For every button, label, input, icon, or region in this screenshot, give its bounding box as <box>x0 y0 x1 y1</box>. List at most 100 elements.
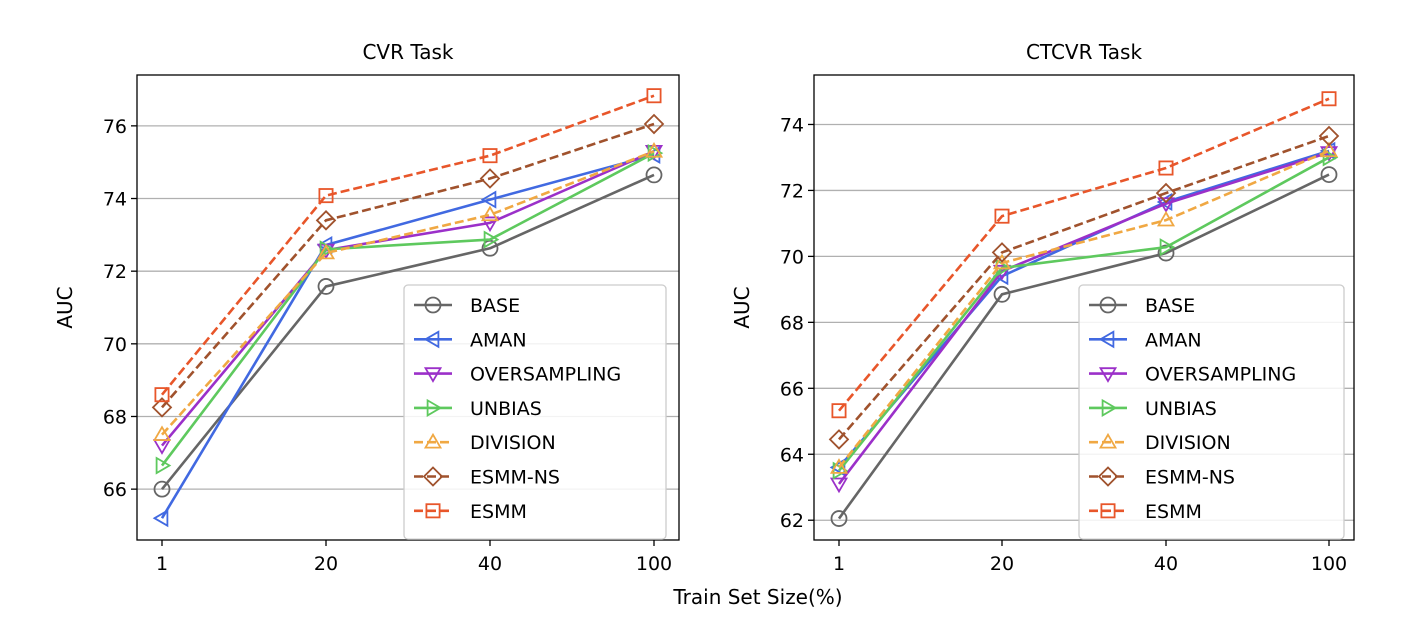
ctcvr-legend-label-esmm-ns: ESMM-NS <box>1145 467 1235 489</box>
cvr-point-division-100 <box>644 141 664 158</box>
cvr-point-aman-1 <box>152 509 169 528</box>
cvr-y-tick-label-76: 76 <box>103 116 127 138</box>
ctcvr-legend-label-unbias: UNBIAS <box>1145 398 1217 420</box>
cvr-legend-marker-oversampling <box>423 367 443 383</box>
cvr-legend-label-aman: AMAN <box>470 329 527 351</box>
cvr-point-base-100 <box>645 166 663 184</box>
cvr-legend: BASE AMAN OVERSAMPLING UNBIAS DIVISION ESMM-N… <box>403 284 667 540</box>
cvr-point-base-1 <box>153 480 171 498</box>
cvr-point-oversampling-40 <box>480 216 500 233</box>
cvr-series-line-aman <box>160 153 655 519</box>
cvr-y-tick-label-74: 74 <box>103 189 127 211</box>
cvr-x-tick-label-40: 40 <box>478 553 502 575</box>
cvr-legend-box <box>403 284 667 540</box>
cvr-point-esmm-1 <box>154 387 170 403</box>
ctcvr-y-tick-label-70: 70 <box>780 246 804 268</box>
ctcvr-point-base-20 <box>993 285 1011 303</box>
ctcvr-point-esmm-100 <box>1321 91 1337 107</box>
cvr-series-line-base <box>160 173 655 490</box>
ctcvr-legend-marker-oversampling <box>1098 367 1118 383</box>
ctcvr-point-division-100 <box>1319 141 1339 158</box>
cvr-point-aman-40 <box>480 190 497 209</box>
ctcvr-point-esmm-ns-20 <box>991 242 1013 263</box>
ctcvr-series-line-esmm <box>838 97 1330 412</box>
ctcvr-point-base-1 <box>830 510 848 527</box>
ctcvr-chart: 62 64 66 68 70 72 74 1 20 40 100 CTCVR Task AUC BASE A… <box>730 40 1355 575</box>
cvr-y-tick-label-72: 72 <box>103 261 127 283</box>
ctcvr-legend-label-division: DIVISION <box>1145 432 1231 454</box>
cvr-legend-label-oversampling: OVERSAMPLING <box>470 364 621 386</box>
cvr-legend-label-esmm-ns: ESMM-NS <box>470 467 560 489</box>
cvr-legend-marker-esmm <box>425 503 441 519</box>
ctcvr-point-base-100 <box>1320 166 1338 183</box>
ctcvr-legend-marker-esmm <box>1100 503 1116 519</box>
ctcvr-point-division-1 <box>829 458 849 474</box>
ctcvr-point-oversampling-40 <box>1156 197 1176 213</box>
ctcvr-y-axis-label: AUC <box>730 286 754 328</box>
cvr-point-oversampling-1 <box>152 439 172 455</box>
cvr-chart: 66 68 70 72 74 76 1 20 40 100 CVR Task AUC BASE AMAN O… <box>53 40 680 575</box>
cvr-point-division-20 <box>316 243 336 260</box>
cvr-y-tick-label-68: 68 <box>103 406 127 428</box>
cvr-x-tick-label-20: 20 <box>314 553 338 575</box>
cvr-point-esmm-ns-1 <box>151 397 173 418</box>
cvr-series-line-unbias <box>160 151 655 467</box>
cvr-legend-label-division: DIVISION <box>470 432 556 454</box>
ctcvr-legend-marker-unbias <box>1101 398 1118 417</box>
cvr-series-line-division <box>161 150 655 436</box>
ctcvr-legend-label-aman: AMAN <box>1145 329 1202 351</box>
cvr-point-esmm-ns-20 <box>315 210 337 231</box>
ctcvr-point-base-40 <box>1157 244 1175 262</box>
ctcvr-series-line-unbias <box>837 156 1330 472</box>
ctcvr-point-esmm-1 <box>831 403 847 419</box>
cvr-series-line-oversampling <box>161 150 655 447</box>
cvr-legend-label-esmm: ESMM <box>470 501 527 523</box>
ctcvr-point-esmm-ns-100 <box>1318 125 1340 147</box>
cvr-point-unbias-1 <box>155 456 172 475</box>
ctcvr-x-tick-label-100: 100 <box>1311 553 1347 575</box>
cvr-series-line-esmm-ns <box>161 122 655 409</box>
cvr-point-esmm-40 <box>482 148 498 164</box>
ctcvr-y-tick-label-68: 68 <box>780 312 804 334</box>
cvr-chart-title: CVR Task <box>362 40 453 64</box>
ctcvr-legend: BASE AMAN OVERSAMPLING UNBIAS DIVISION ESMM-N… <box>1078 284 1345 540</box>
ctcvr-axes-frame <box>813 74 1355 541</box>
cvr-axes-frame <box>136 74 680 541</box>
ctcvr-series-line-oversampling <box>837 151 1330 485</box>
ctcvr-x-tick-label-1: 1 <box>833 553 845 575</box>
cvr-legend-label-unbias: UNBIAS <box>470 398 542 420</box>
ctcvr-chart-title: CTCVR Task <box>1026 40 1142 64</box>
ctcvr-y-tick-label-72: 72 <box>780 180 804 202</box>
cvr-legend-marker-base <box>424 296 442 314</box>
ctcvr-x-tick-label-20: 20 <box>990 553 1014 575</box>
ctcvr-legend-marker-esmm-ns <box>1097 466 1119 487</box>
cvr-series-line-esmm <box>160 94 655 396</box>
ctcvr-point-division-20 <box>992 253 1012 270</box>
cvr-legend-marker-esmm-ns <box>422 466 444 487</box>
cvr-point-esmm-20 <box>318 188 334 204</box>
ctcvr-point-esmm-40 <box>1158 160 1174 176</box>
ctcvr-legend-marker-aman <box>1098 330 1115 349</box>
ctcvr-series-line-division <box>837 149 1330 469</box>
ctcvr-point-division-40 <box>1156 210 1176 227</box>
ctcvr-series-line-aman <box>838 149 1330 469</box>
cvr-point-esmm-100 <box>646 88 662 104</box>
ctcvr-legend-marker-base <box>1099 296 1117 314</box>
cvr-y-tick-label-66: 66 <box>103 479 127 501</box>
ctcvr-legend-label-oversampling: OVERSAMPLING <box>1145 364 1296 386</box>
ctcvr-series-line-esmm-ns <box>838 134 1330 441</box>
cvr-y-tick-label-70: 70 <box>103 334 127 356</box>
cvr-legend-marker-unbias <box>426 398 443 417</box>
cvr-point-division-40 <box>480 205 500 222</box>
cvr-point-unbias-40 <box>483 230 500 249</box>
ctcvr-x-tick-label-40: 40 <box>1154 553 1178 575</box>
cvr-point-base-20 <box>317 278 335 295</box>
ctcvr-point-oversampling-1 <box>829 477 849 494</box>
ctcvr-y-tick-label-62: 62 <box>780 510 804 532</box>
cvr-point-esmm-ns-40 <box>479 168 501 189</box>
ctcvr-point-esmm-ns-1 <box>828 429 850 450</box>
cvr-x-tick-label-100: 100 <box>636 553 672 575</box>
cvr-legend-label-base: BASE <box>470 295 520 317</box>
cvr-x-tick-label-1: 1 <box>156 553 168 575</box>
ctcvr-series-line-base <box>837 173 1330 520</box>
